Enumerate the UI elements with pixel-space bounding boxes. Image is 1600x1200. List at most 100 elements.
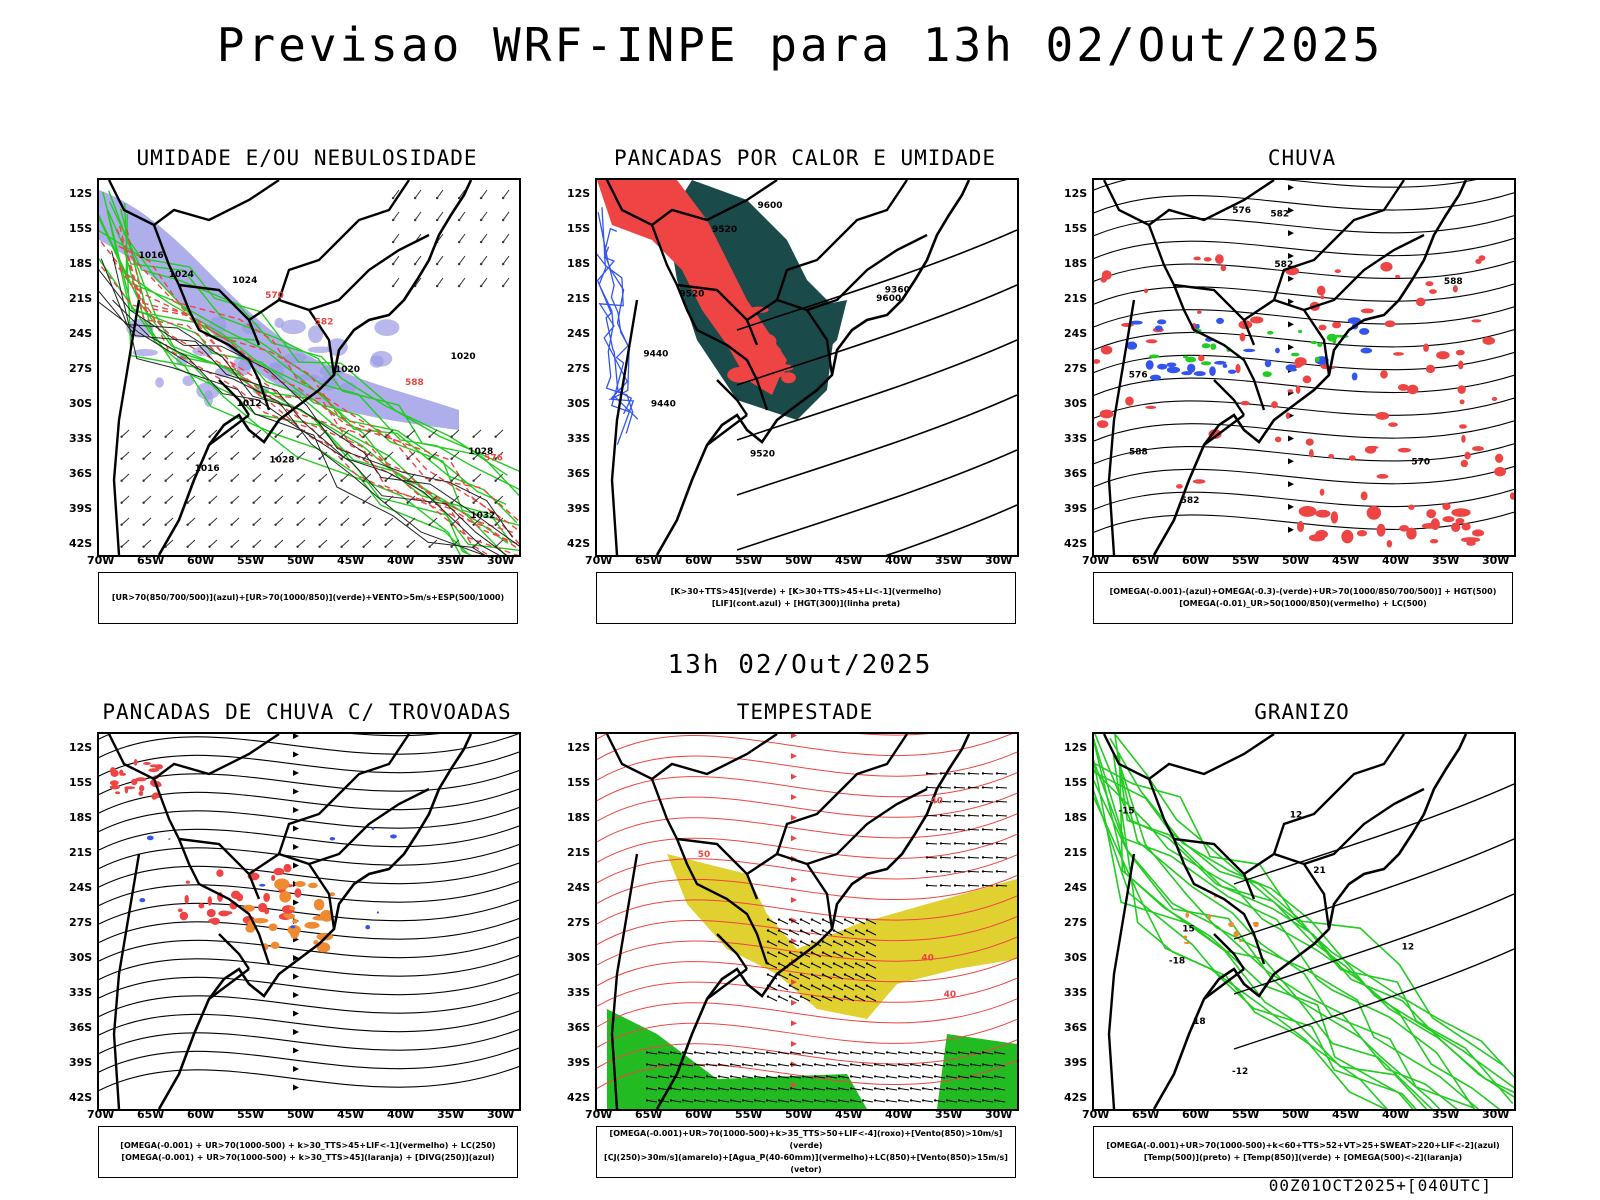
panel-legend: [OMEGA(-0.001)-(azul)+OMEGA(-0.3)-(verde… bbox=[1093, 572, 1513, 624]
longitude-tick: 45W bbox=[835, 1108, 863, 1121]
legend-line: [OMEGA(-0.001) + UR>70(1000-500) + k>30_… bbox=[121, 1153, 495, 1162]
legend-line: [OMEGA(-0.001)+UR>70(1000-500)+k<60+TTS>… bbox=[1106, 1141, 1500, 1150]
contour-label: 9360 bbox=[885, 286, 910, 296]
latitude-tick: 21S bbox=[1064, 292, 1088, 305]
latitude-tick: 18S bbox=[1064, 811, 1088, 824]
latitude-tick: 21S bbox=[69, 292, 93, 305]
latitude-tick: 33S bbox=[567, 432, 591, 445]
longitude-tick: 55W bbox=[237, 1108, 265, 1121]
latitude-tick: 42S bbox=[69, 1091, 93, 1104]
map-graphic: 40 40 50 40 bbox=[597, 734, 1017, 1109]
latitude-tick: 39S bbox=[567, 1056, 591, 1069]
contour-label: 1028 bbox=[468, 447, 493, 457]
legend-line: [OMEGA(-0.01)_UR>50(1000/850)(vermelho) … bbox=[1179, 599, 1427, 608]
legend-line: [LIF](cont.azul) + [HGT(300)](linha pret… bbox=[711, 599, 901, 608]
latitude-tick: 18S bbox=[69, 811, 93, 824]
contour-label: 1028 bbox=[269, 456, 294, 466]
latitude-tick: 42S bbox=[69, 537, 93, 550]
contour-label: 9440 bbox=[643, 350, 668, 360]
longitude-tick: 70W bbox=[585, 554, 613, 567]
contour-label: 582 bbox=[1274, 260, 1293, 270]
contour-label: 9440 bbox=[651, 399, 676, 409]
latitude-tick: 18S bbox=[567, 257, 591, 270]
latitude-tick: 24S bbox=[1064, 327, 1088, 340]
panel-legend: [UR>70(850/700/500)](azul)+[UR>70(1000/8… bbox=[98, 572, 518, 624]
longitude-tick: 45W bbox=[337, 554, 365, 567]
main-title: Previsao WRF-INPE para 13h 02/Out/2025 bbox=[216, 18, 1384, 72]
longitude-tick: 30W bbox=[985, 554, 1013, 567]
contour-label: 570 bbox=[265, 291, 284, 301]
longitude-tick: 40W bbox=[1382, 1108, 1410, 1121]
latitude-tick: 36S bbox=[69, 467, 93, 480]
latitude-tick: 15S bbox=[1064, 776, 1088, 789]
latitude-tick: 42S bbox=[567, 537, 591, 550]
latitude-tick: 36S bbox=[567, 467, 591, 480]
longitude-tick: 35W bbox=[1432, 554, 1460, 567]
longitude-tick: 50W bbox=[1282, 554, 1310, 567]
longitude-tick: 70W bbox=[585, 1108, 613, 1121]
latitude-tick: 24S bbox=[69, 327, 93, 340]
mid-date-label: 13h 02/Out/2025 bbox=[667, 650, 933, 680]
longitude-tick: 30W bbox=[487, 1108, 515, 1121]
longitude-tick: 70W bbox=[1082, 1108, 1110, 1121]
longitude-tick: 50W bbox=[785, 554, 813, 567]
latitude-tick: 18S bbox=[69, 257, 93, 270]
latitude-tick: 33S bbox=[1064, 986, 1088, 999]
latitude-tick: 30S bbox=[1064, 951, 1088, 964]
latitude-tick: 12S bbox=[1064, 741, 1088, 754]
latitude-tick: 18S bbox=[567, 811, 591, 824]
contour-label: -12 bbox=[1232, 1067, 1248, 1077]
contour-label: 18 bbox=[1193, 1017, 1206, 1027]
latitude-tick: 33S bbox=[567, 986, 591, 999]
panel-title: CHUVA bbox=[1267, 146, 1337, 170]
contour-label: 1016 bbox=[139, 251, 164, 261]
latitude-tick: 24S bbox=[567, 327, 591, 340]
longitude-tick: 45W bbox=[1332, 554, 1360, 567]
longitude-tick: 35W bbox=[1432, 1108, 1460, 1121]
latitude-tick: 24S bbox=[567, 881, 591, 894]
panel-title: UMIDADE E/OU NEBULOSIDADE bbox=[136, 146, 478, 170]
contour-label: 1024 bbox=[232, 276, 257, 286]
map-graphic: 1012 1016 1020 1024 1028 1032 1016 1020 1024 1028… bbox=[99, 180, 519, 555]
latitude-tick: 30S bbox=[567, 951, 591, 964]
run-label: 00Z01OCT2025+[040UTC] bbox=[1268, 1176, 1492, 1195]
panel-title: GRANIZO bbox=[1254, 700, 1350, 724]
latitude-tick: 12S bbox=[69, 187, 93, 200]
legend-line: [OMEGA(-0.001) + UR>70(1000-500) + k>30_… bbox=[120, 1141, 496, 1150]
contour-label: 50 bbox=[698, 850, 711, 860]
latitude-tick: 42S bbox=[567, 1091, 591, 1104]
longitude-tick: 50W bbox=[785, 1108, 813, 1121]
map-graphic: 12 15 18 21 -12 -15 -18 12 bbox=[1094, 734, 1514, 1109]
contour-label: 9520 bbox=[679, 289, 704, 299]
latitude-tick: 39S bbox=[1064, 502, 1088, 515]
contour-label: 1032 bbox=[470, 511, 495, 521]
contour-label: -18 bbox=[1169, 956, 1185, 966]
legend-line: [UR>70(850/700/500)](azul)+[UR>70(1000/8… bbox=[111, 593, 505, 602]
longitude-tick: 35W bbox=[935, 554, 963, 567]
latitude-tick: 15S bbox=[69, 222, 93, 235]
contour-label: 1016 bbox=[195, 464, 220, 474]
longitude-tick: 60W bbox=[685, 554, 713, 567]
contour-label: 582 bbox=[1181, 496, 1200, 506]
latitude-tick: 39S bbox=[1064, 1056, 1088, 1069]
longitude-tick: 70W bbox=[87, 554, 115, 567]
contour-label: 1020 bbox=[335, 365, 360, 375]
contour-label: 576 bbox=[1232, 206, 1251, 216]
latitude-tick: 12S bbox=[567, 741, 591, 754]
latitude-tick: 39S bbox=[69, 502, 93, 515]
latitude-tick: 15S bbox=[567, 776, 591, 789]
contour-label: 21 bbox=[1313, 866, 1326, 876]
latitude-tick: 27S bbox=[69, 916, 93, 929]
longitude-tick: 45W bbox=[835, 554, 863, 567]
longitude-tick: 45W bbox=[337, 1108, 365, 1121]
contour-label: 588 bbox=[1444, 277, 1463, 287]
latitude-tick: 18S bbox=[1064, 257, 1088, 270]
contour-label: 582 bbox=[1270, 209, 1289, 219]
forecast-map: 9600 9520 9440 9360 9600 9520 9440 9520 bbox=[595, 178, 1019, 557]
longitude-tick: 50W bbox=[287, 554, 315, 567]
latitude-tick: 36S bbox=[567, 1021, 591, 1034]
panel-title: TEMPESTADE bbox=[736, 700, 874, 724]
latitude-tick: 36S bbox=[69, 1021, 93, 1034]
longitude-tick: 55W bbox=[735, 1108, 763, 1121]
latitude-tick: 24S bbox=[69, 881, 93, 894]
